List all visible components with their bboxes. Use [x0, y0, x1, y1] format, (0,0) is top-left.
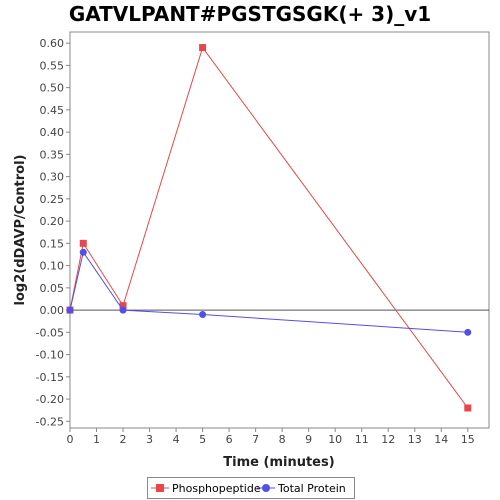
y-tick-label: 0.25 — [40, 193, 65, 206]
data-point-total-protein — [66, 306, 74, 314]
plot-area — [69, 31, 490, 429]
x-tick-label: 8 — [279, 433, 286, 446]
y-axis-label: log2(dDAVP/Control) — [13, 155, 28, 306]
y-tick-label: -0.10 — [36, 349, 64, 362]
legend: Phosphopeptide Total Protein — [147, 477, 355, 499]
y-tick-label: 0.05 — [40, 282, 65, 295]
x-tick-label: 2 — [120, 433, 127, 446]
y-tick-label: 0.10 — [40, 260, 65, 273]
x-tick-label: 4 — [173, 433, 180, 446]
x-tick-label: 15 — [461, 433, 475, 446]
y-tick-label: -0.25 — [36, 415, 64, 428]
legend-square-icon — [156, 484, 164, 492]
legend-item-total-protein: Total Protein — [257, 482, 346, 495]
data-point-total-protein — [464, 328, 472, 336]
x-axis-label: Time (minutes) — [223, 455, 334, 470]
x-tick-label: 6 — [226, 433, 233, 446]
series-layer — [66, 44, 472, 412]
data-point-phosphopeptide — [79, 239, 87, 247]
x-tick-label: 12 — [381, 433, 395, 446]
data-point-phosphopeptide — [199, 44, 207, 52]
x-tick-label: 7 — [252, 433, 259, 446]
chart-title: GATVLPANT#PGSTGSGK(+ 3)_v1 — [68, 2, 432, 26]
legend-circle-icon — [262, 484, 270, 492]
x-tick-label: 3 — [146, 433, 153, 446]
x-tick-label: 10 — [328, 433, 342, 446]
axis-ticks: 0 1 2 3 4 5 6 7 8 9 10 11 12 13 14 150.600.550.500.450.… — [36, 37, 475, 446]
y-tick-label: 0.30 — [40, 171, 65, 184]
y-tick-label: -0.20 — [36, 393, 64, 406]
y-tick-label: 0.35 — [40, 148, 65, 161]
data-point-total-protein — [199, 311, 207, 319]
x-tick-label: 1 — [93, 433, 100, 446]
y-tick-label: 0.15 — [40, 237, 65, 250]
y-tick-label: 0.20 — [40, 215, 65, 228]
y-tick-label: 0.40 — [40, 126, 65, 139]
data-point-phosphopeptide — [119, 302, 127, 310]
y-tick-label: 0.55 — [40, 59, 65, 72]
legend-label-phosphopeptide: Phosphopeptide — [172, 482, 261, 495]
y-tick-label: -0.15 — [36, 371, 64, 384]
x-tick-label: 13 — [408, 433, 422, 446]
y-tick-label: -0.05 — [36, 326, 64, 339]
y-tick-label: 0.60 — [40, 37, 65, 50]
x-tick-label: 9 — [305, 433, 312, 446]
data-point-phosphopeptide — [464, 404, 472, 412]
y-tick-label: 0.50 — [40, 82, 65, 95]
y-tick-label: 0.00 — [40, 304, 65, 317]
legend-label-total-protein: Total Protein — [277, 482, 346, 495]
legend-item-phosphopeptide: Phosphopeptide — [151, 482, 261, 495]
x-tick-label: 11 — [355, 433, 369, 446]
x-tick-label: 0 — [67, 433, 74, 446]
y-tick-label: 0.45 — [40, 104, 65, 117]
x-tick-label: 5 — [199, 433, 206, 446]
x-tick-label: 14 — [434, 433, 448, 446]
data-point-total-protein — [119, 306, 127, 314]
data-point-total-protein — [79, 248, 87, 256]
